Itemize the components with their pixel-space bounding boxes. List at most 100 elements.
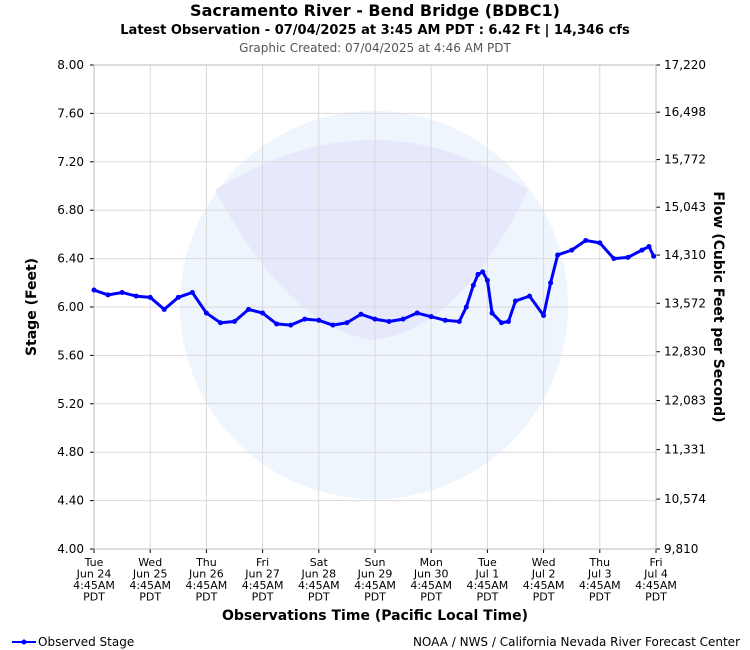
y2-tick-label: 15,043 <box>664 200 706 214</box>
legend-label: Observed Stage <box>38 635 134 649</box>
x-tick-label-line: Jun 27 <box>244 568 280 581</box>
x-tick-label-line: Sun <box>365 556 386 569</box>
x-tick-label-line: Jul 1 <box>475 568 500 581</box>
y-tick-label: 7.60 <box>57 106 84 120</box>
x-tick-label: Sun Jun 29 4:45AM PDT <box>354 556 396 604</box>
x-tick-label-line: Jun 24 <box>76 568 112 581</box>
data-point <box>646 244 652 249</box>
watermark <box>180 111 568 499</box>
data-point <box>513 298 518 304</box>
x-tick-label: Mon Jun 30 4:45AM PDT <box>410 556 452 604</box>
y-axis-title: Stage (Feet) <box>24 258 40 356</box>
data-point <box>189 289 195 295</box>
y2-tick-label: 16,498 <box>664 105 706 119</box>
data-point <box>597 240 603 246</box>
data-point <box>470 282 476 288</box>
data-point <box>484 277 490 283</box>
data-point <box>133 293 139 299</box>
x-tick-label-line: 4:45AM <box>242 579 284 592</box>
data-point <box>400 316 406 322</box>
data-point <box>651 253 657 259</box>
data-point <box>475 271 481 277</box>
data-point <box>583 237 589 243</box>
x-tick-label-line: Tue <box>477 556 497 569</box>
data-point <box>274 321 280 327</box>
x-tick-label-line: PDT <box>308 591 330 604</box>
data-point <box>505 319 511 325</box>
data-point <box>119 289 125 295</box>
y-tick-label: 8.00 <box>57 58 84 72</box>
data-point <box>232 319 237 325</box>
data-point <box>541 312 547 318</box>
data-point <box>302 316 308 322</box>
y2-tick-label: 17,220 <box>664 58 706 72</box>
data-point <box>358 311 364 317</box>
x-tick-label: Wed Jul 2 4:45AM PDT <box>523 556 565 604</box>
x-tick-label-line: Mon <box>420 556 443 569</box>
x-tick-label-line: 4:45AM <box>354 579 396 592</box>
x-tick-label: Fri Jun 27 4:45AM PDT <box>242 556 284 604</box>
x-tick-label-line: PDT <box>195 591 217 604</box>
data-point <box>246 306 252 312</box>
x-tick-label-line: Thu <box>588 556 610 569</box>
data-point <box>480 269 486 275</box>
x-tick-label-line: Wed <box>138 556 162 569</box>
data-point <box>611 256 617 262</box>
data-point <box>372 316 378 322</box>
x-tick-label: Fri Jul 4 4:45AM PDT <box>635 556 677 604</box>
x-tick-label-line: Jul 3 <box>587 568 612 581</box>
data-point <box>414 310 420 316</box>
x-tick-label-line: Jun 28 <box>300 568 336 581</box>
footer: NOAA / NWS / California Nevada River For… <box>413 635 740 649</box>
y-tick-label: 4.80 <box>57 445 84 459</box>
created-note: Graphic Created: 07/04/2025 at 4:46 AM P… <box>239 41 511 55</box>
x-tick-label-line: PDT <box>139 591 161 604</box>
x-tick-label-line: PDT <box>589 591 611 604</box>
x-tick-label-line: Fri <box>649 556 662 569</box>
data-point <box>639 247 645 253</box>
x-tick-label-line: 4:45AM <box>186 579 228 592</box>
x-tick-label-line: Sat <box>310 556 329 569</box>
x-tick-label-line: PDT <box>252 591 274 604</box>
data-point <box>527 293 533 299</box>
y-tick-label: 5.60 <box>57 348 84 362</box>
x-tick-label-line: PDT <box>364 591 386 604</box>
x-tick-label-line: PDT <box>533 591 555 604</box>
x-tick-label-line: 4:45AM <box>523 579 565 592</box>
y-tick-label: 5.20 <box>57 397 84 411</box>
data-point <box>175 294 181 300</box>
data-point <box>260 310 266 316</box>
y2-tick-label: 14,310 <box>664 248 706 262</box>
x-tick-label-line: Thu <box>195 556 217 569</box>
data-point <box>161 306 167 312</box>
x-tick-label-line: Jun 25 <box>132 568 168 581</box>
x-tick-label-line: PDT <box>476 591 498 604</box>
y-tick-label: 6.80 <box>57 203 84 217</box>
y-tick-label: 4.40 <box>57 494 84 508</box>
data-point <box>147 294 153 300</box>
x-tick-label-line: 4:45AM <box>410 579 452 592</box>
y-tick-label: 4.00 <box>57 542 84 556</box>
data-point <box>203 310 209 316</box>
x-tick-label: Sat Jun 28 4:45AM PDT <box>298 556 340 604</box>
x-tick-label-line: 4:45AM <box>129 579 171 592</box>
x-tick-label-line: PDT <box>645 591 667 604</box>
y2-tick-label: 10,574 <box>664 492 706 506</box>
data-point <box>498 320 504 326</box>
data-point <box>456 319 462 325</box>
data-point <box>105 292 111 298</box>
data-point <box>463 304 469 310</box>
x-tick-label: Thu Jun 26 4:45AM PDT <box>186 556 228 604</box>
data-point <box>428 314 434 320</box>
x-tick-label-line: Jun 30 <box>413 568 449 581</box>
x-tick-label-line: 4:45AM <box>298 579 340 592</box>
x-tick-label-line: 4:45AM <box>635 579 677 592</box>
x-tick-label-line: PDT <box>420 591 442 604</box>
data-point <box>91 287 97 293</box>
y2-tick-label: 12,830 <box>664 345 706 359</box>
chart-subtitle: Latest Observation - 07/04/2025 at 3:45 … <box>120 23 630 38</box>
y2-axis-title: Flow (Cubic Feet per Second) <box>710 191 726 422</box>
x-tick-label: Thu Jul 3 4:45AM PDT <box>579 556 621 604</box>
y2-tick-label: 15,772 <box>664 153 706 167</box>
